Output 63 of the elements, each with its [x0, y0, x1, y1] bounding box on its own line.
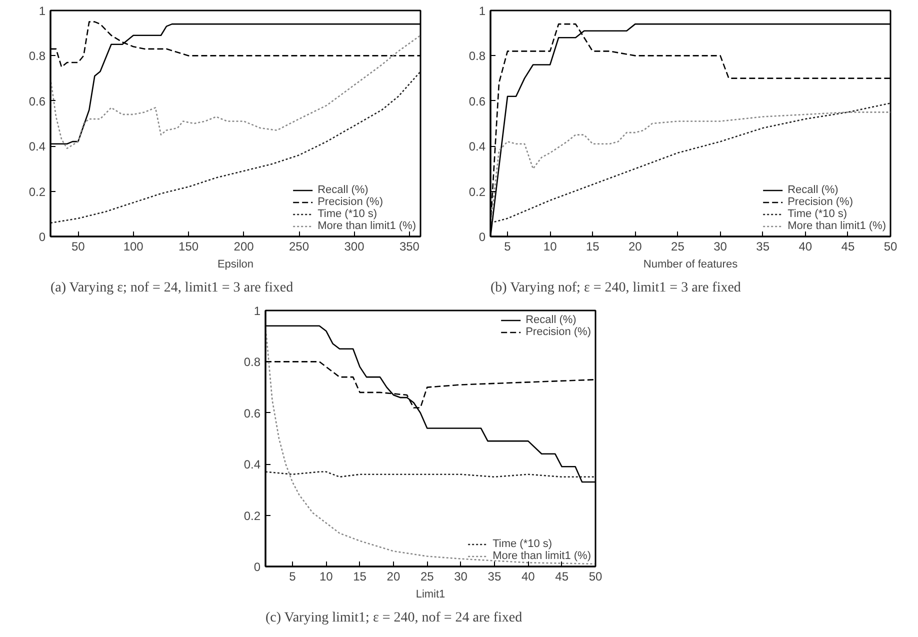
x-tick-label: 25: [420, 570, 434, 584]
x-tick-label: 30: [454, 570, 468, 584]
y-tick-label: 0.4: [28, 140, 46, 154]
x-tick-label: 5: [289, 570, 296, 584]
x-tick-label: 30: [714, 240, 728, 254]
x-tick-label: 250: [288, 240, 310, 254]
y-tick-label: 1: [478, 4, 486, 18]
legend-label: Time (*10 s): [318, 208, 378, 220]
legend-label: More than limit1 (%): [318, 220, 416, 232]
legend-label: Precision (%): [526, 326, 591, 338]
y-tick-label: 0: [478, 230, 486, 244]
x-tick-label: 50: [71, 240, 86, 254]
y-tick-label: 0.6: [468, 94, 486, 108]
x-tick-label: 350: [399, 240, 420, 254]
y-tick-label: 0.2: [244, 508, 261, 523]
y-tick-label: 0.8: [28, 49, 46, 64]
x-tick-label: 25: [671, 240, 685, 254]
x-tick-label: 35: [756, 240, 770, 254]
x-tick-label: 300: [344, 240, 365, 254]
legend-label: Precision (%): [318, 196, 383, 208]
y-tick-label: 0.8: [468, 49, 486, 64]
y-tick-label: 0: [254, 560, 261, 574]
x-tick-label: 150: [178, 240, 199, 254]
text: (b) Varying nof; ε = 240, limit1 = 3 are fixed: [490, 280, 741, 296]
x-tick-label: 40: [798, 240, 812, 254]
legend-label: Time (*10 s): [492, 538, 552, 550]
legend-label: Precision (%): [788, 196, 853, 208]
legend-label: Recall (%): [788, 184, 838, 196]
x-tick-label: 20: [386, 570, 400, 584]
x-tick-label: 40: [521, 570, 536, 584]
y-tick-label: 1: [38, 4, 46, 18]
y-tick-label: 1: [254, 304, 261, 318]
x-tick-label: 5: [504, 240, 512, 254]
legend-label: Recall (%): [318, 184, 368, 196]
x-tick-label: 100: [123, 240, 144, 254]
y-tick-label: 0.4: [244, 458, 261, 472]
legend-label: More than limit1 (%): [788, 220, 886, 232]
text: (c) Varying limit1; ε = 240, nof = 24 are fixed: [266, 610, 522, 626]
legend-label: Recall (%): [526, 314, 576, 326]
x-tick-label: 50: [588, 570, 602, 584]
x-tick-label: 20: [628, 240, 642, 254]
y-tick-label: 0.2: [28, 184, 46, 199]
x-axis-title: Number of features: [643, 258, 738, 270]
x-tick-label: 45: [841, 240, 855, 254]
legend-label: More than limit1 (%): [492, 550, 591, 562]
x-tick-label: 15: [353, 570, 367, 584]
x-tick-label: 50: [884, 240, 898, 254]
x-axis-title: Limit1: [416, 588, 446, 600]
legend-label: Time (*10 s): [788, 208, 848, 220]
y-tick-label: 0.4: [468, 140, 486, 154]
y-tick-label: 0: [38, 230, 46, 244]
y-tick-label: 0.2: [468, 184, 486, 199]
x-tick-label: 35: [488, 570, 502, 584]
x-tick-label: 45: [555, 570, 569, 584]
text: (a) Varying ε; nof = 24, limit1 = 3 are fixed: [50, 280, 294, 296]
y-tick-label: 0.6: [244, 406, 261, 420]
x-tick-label: 15: [586, 240, 600, 254]
x-tick-label: 10: [319, 570, 334, 584]
x-tick-label: 200: [234, 240, 254, 254]
y-tick-label: 0.8: [244, 355, 261, 370]
x-tick-label: 10: [543, 240, 558, 254]
x-axis-title: Epsilon: [217, 258, 254, 270]
y-tick-label: 0.6: [28, 94, 46, 108]
